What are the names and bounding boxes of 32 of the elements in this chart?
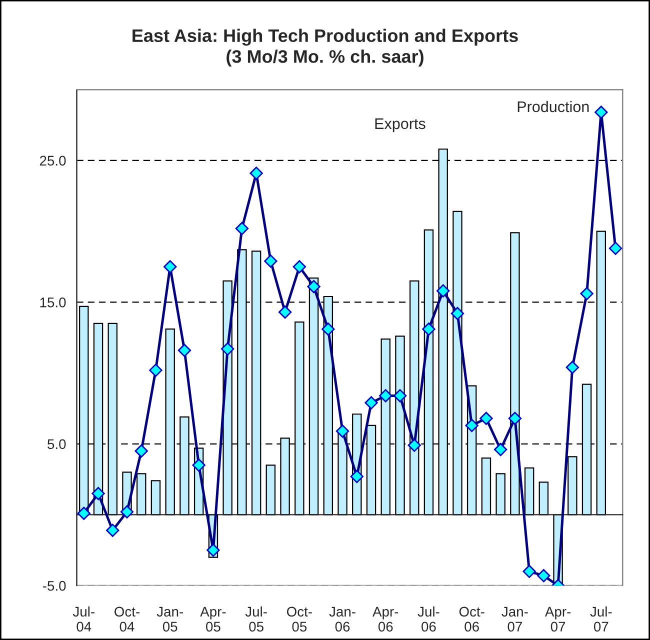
bar <box>452 210 462 516</box>
bar <box>524 467 534 516</box>
bar <box>108 322 118 516</box>
bar <box>266 464 276 516</box>
y-tick-label: 15.0 <box>40 298 66 308</box>
series-label: Exports <box>375 118 426 132</box>
bar <box>568 456 578 516</box>
x-tick-label: Apr- 05 <box>200 606 226 632</box>
bar <box>538 482 549 516</box>
x-tick-label: Oct- 06 <box>459 606 484 632</box>
series-label: Production <box>518 100 589 112</box>
bar <box>308 278 319 516</box>
y-tick-label: -5.0 <box>42 580 66 591</box>
x-tick-label: Jul- 07 <box>590 606 612 632</box>
x-tick-label: Apr- 07 <box>544 606 571 632</box>
chart-title: East Asia: High Tech Production and Exports (3 Mo/3 Mo. % ch. saar) <box>132 28 518 66</box>
x-tick-label: Jul- 06 <box>418 606 440 632</box>
y-tick-label: 5.0 <box>48 439 66 450</box>
x-tick-label: Jan- 05 <box>156 606 183 632</box>
bar <box>150 480 161 516</box>
x-tick-label: Jan- 06 <box>329 606 356 632</box>
x-tick-label: Jul- 04 <box>72 606 94 632</box>
x-tick-label: Apr- 06 <box>372 606 398 632</box>
x-tick-label: Jul- 05 <box>245 606 267 632</box>
x-tick-label: Oct- 04 <box>114 606 140 632</box>
y-tick-label: 25.0 <box>40 156 66 166</box>
x-tick-label: Oct- 05 <box>286 606 312 632</box>
bar <box>596 230 606 516</box>
bar <box>481 458 492 516</box>
x-tick-label: Jan- 07 <box>502 606 528 632</box>
bar <box>136 473 146 516</box>
bar <box>496 473 506 516</box>
